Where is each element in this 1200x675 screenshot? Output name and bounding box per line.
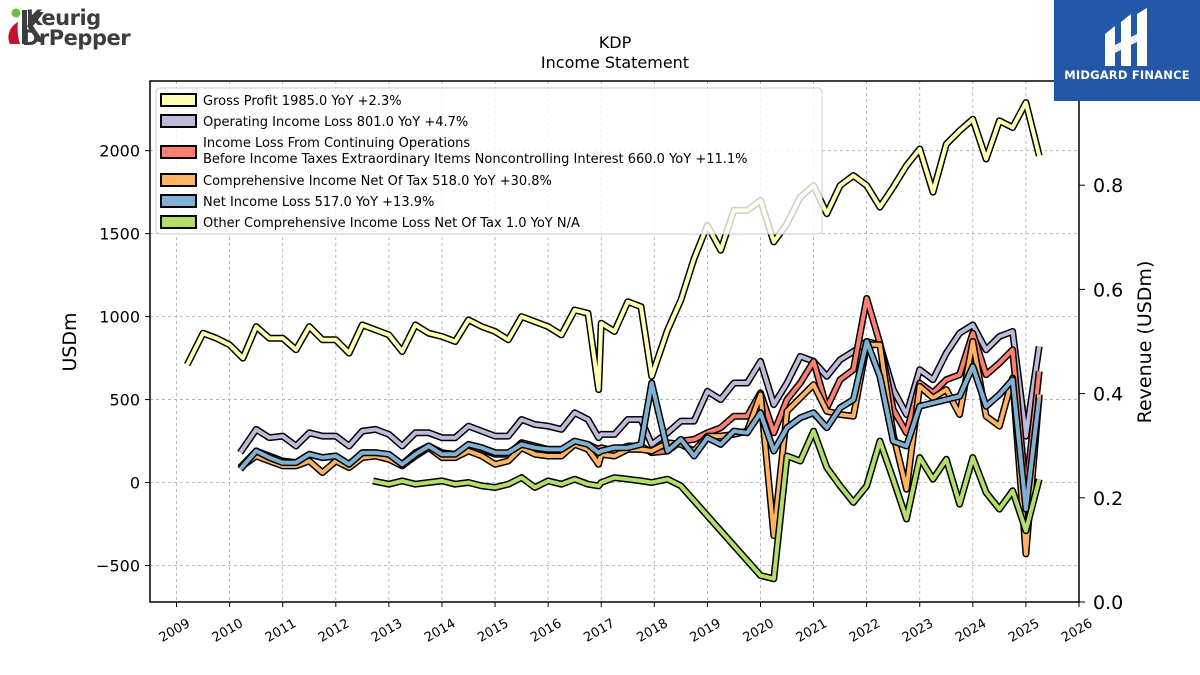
y-tick-label: 1500 (99, 225, 140, 244)
y-tick-label: −500 (96, 556, 140, 575)
x-tick-label: 2018 (634, 616, 670, 646)
legend-swatch-net-income (160, 194, 197, 208)
x-tick-label: 2024 (953, 616, 989, 646)
legend-label-gross-profit: Gross Profit 1985.0 YoY +2.3% (203, 94, 402, 109)
legend-label-pretax-income-line1: Income Loss From Continuing Operations (203, 136, 470, 151)
kdp-logo-mark-icon (8, 8, 44, 44)
x-tick-label: 2009 (157, 616, 193, 646)
series-net-income-loss-line (238, 339, 1042, 512)
legend-label-pretax-income-line2: Before Income Taxes Extraordinary Items … (203, 152, 748, 167)
logo-text-drpepper: DrPepper (22, 26, 131, 50)
legend: Gross Profit 1985.0 YoY +2.3% Operating … (155, 87, 823, 235)
y-right-tick-label: 0.0 (1093, 592, 1123, 614)
midgard-finance-logo: MIDGARD FINANCE (1054, 0, 1200, 101)
legend-swatch-operating-income (160, 114, 197, 128)
x-tick-label: 2020 (741, 616, 777, 646)
series-gross-profit-line (185, 100, 1042, 392)
series-layer (184, 99, 1043, 583)
y-tick-label: 500 (109, 391, 140, 410)
x-tick-label: 2017 (581, 616, 617, 646)
y-tick-label: 2000 (99, 142, 140, 161)
x-tick-label: 2022 (847, 616, 883, 646)
legend-swatch-comprehensive-income (160, 173, 197, 187)
legend-swatch-gross-profit (160, 93, 197, 107)
y-right-tick-label: 0.4 (1093, 384, 1123, 406)
keurig-drpepper-logo: Keurig DrPepper (4, 4, 164, 50)
plot-frame (149, 80, 1080, 603)
x-tick-label: 2023 (900, 616, 936, 646)
y-right-tick-label: 0.8 (1093, 175, 1123, 197)
x-tick-label: 2025 (1006, 616, 1042, 646)
y-tick-label: 1000 (99, 308, 140, 327)
y-right-tick-label: 0.6 (1093, 279, 1123, 301)
legend-box (155, 87, 823, 235)
x-tick-label: 2014 (422, 616, 458, 646)
x-tick-label: 2019 (688, 616, 724, 646)
legend-swatch-pretax-income (160, 145, 197, 159)
legend-label-operating-income: Operating Income Loss 801.0 YoY +4.7% (203, 115, 468, 130)
logo-text-keurig: Keurig (26, 6, 101, 30)
chart-title: KDP (599, 33, 632, 52)
x-tick-label: 2021 (794, 616, 830, 646)
series-operating-income-loss-line (238, 322, 1042, 454)
x-tick-label: 2013 (369, 616, 405, 646)
x-tick-label: 2011 (263, 616, 299, 646)
y-axis-label: USDm (59, 312, 81, 371)
y-axis-right-label: Revenue (USDm) (1134, 261, 1156, 424)
midgard-logo-glyph-icon (1105, 8, 1147, 66)
series-other-comprehensive-income-loss-net-of-tax-line (372, 429, 1042, 581)
legend-label-other-comprehensive: Other Comprehensive Income Loss Net Of T… (203, 216, 580, 231)
x-tick-label: 2015 (475, 616, 511, 646)
y-right-tick-label: 0.2 (1093, 488, 1123, 510)
chart-subtitle: Income Statement (541, 53, 689, 72)
x-tick-label: 2012 (316, 616, 352, 646)
legend-label-comprehensive-income: Comprehensive Income Net Of Tax 518.0 Yo… (203, 174, 552, 189)
y-tick-label: 0 (130, 474, 140, 493)
x-tick-label: 2010 (210, 616, 246, 646)
midgard-brand-text: MIDGARD FINANCE (1064, 68, 1190, 82)
x-tick-label: 2026 (1059, 616, 1095, 646)
legend-label-net-income: Net Income Loss 517.0 YoY +13.9% (203, 195, 434, 210)
legend-swatch-other-comprehensive (160, 215, 197, 229)
x-tick-label: 2016 (528, 616, 564, 646)
